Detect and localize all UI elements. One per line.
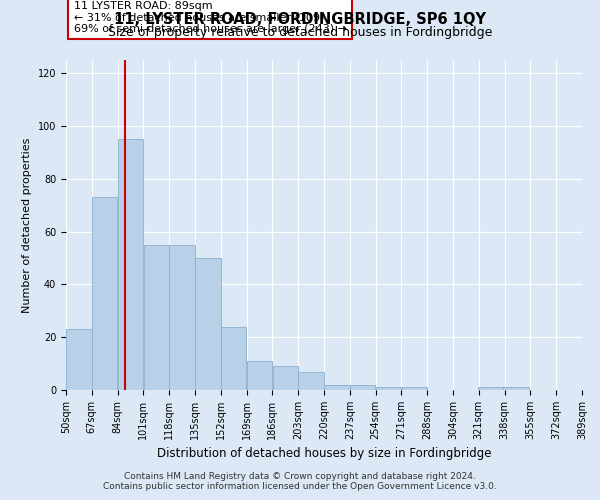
Bar bbox=[169, 245, 195, 390]
X-axis label: Distribution of detached houses by size in Fordingbridge: Distribution of detached houses by size … bbox=[157, 448, 491, 460]
Bar bbox=[143, 245, 169, 390]
Text: Size of property relative to detached houses in Fordingbridge: Size of property relative to detached ho… bbox=[108, 26, 492, 39]
Text: 11 LYSTER ROAD: 89sqm
← 31% of detached houses are smaller (109)
69% of semi-det: 11 LYSTER ROAD: 89sqm ← 31% of detached … bbox=[74, 0, 347, 34]
Bar bbox=[92, 198, 118, 390]
Bar bbox=[401, 388, 427, 390]
Bar bbox=[350, 384, 376, 390]
Text: 11, LYSTER ROAD, FORDINGBRIDGE, SP6 1QY: 11, LYSTER ROAD, FORDINGBRIDGE, SP6 1QY bbox=[114, 12, 486, 28]
Bar bbox=[66, 330, 92, 390]
Text: Contains HM Land Registry data © Crown copyright and database right 2024.
Contai: Contains HM Land Registry data © Crown c… bbox=[103, 472, 497, 491]
Bar bbox=[272, 366, 298, 390]
Bar bbox=[324, 384, 350, 390]
Bar bbox=[478, 388, 503, 390]
Bar bbox=[195, 258, 221, 390]
Bar bbox=[247, 361, 272, 390]
Bar bbox=[221, 326, 247, 390]
Bar bbox=[503, 388, 529, 390]
Bar bbox=[298, 372, 324, 390]
Bar bbox=[118, 139, 143, 390]
Bar bbox=[376, 388, 401, 390]
Y-axis label: Number of detached properties: Number of detached properties bbox=[22, 138, 32, 312]
